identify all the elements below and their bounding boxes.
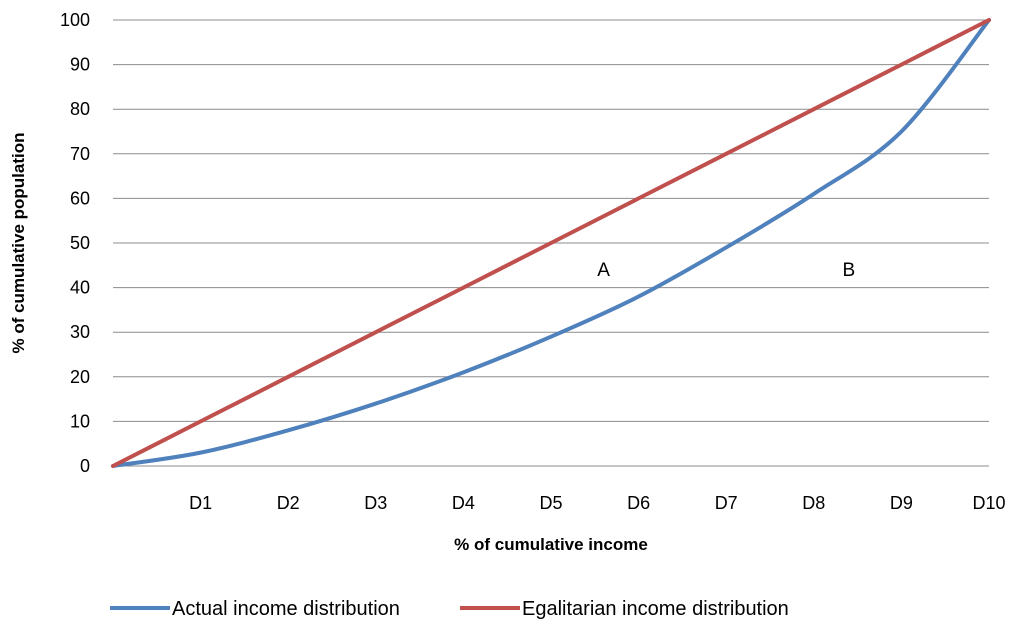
y-axis-title: % of cumulative population — [9, 132, 28, 353]
x-tick-label: D10 — [972, 493, 1005, 513]
x-tick-label: D7 — [715, 493, 738, 513]
x-tick-label: D1 — [189, 493, 212, 513]
x-tick-label: D4 — [452, 493, 475, 513]
x-axis-ticks: D1 D2 D3 D4 D5 D6 D7 D8 D9 D10 — [189, 493, 1005, 513]
y-tick-label: 60 — [70, 188, 90, 208]
series-line-0 — [111, 18, 991, 468]
y-tick-label: 20 — [70, 367, 90, 387]
annotation-label: B — [842, 260, 855, 281]
series-line-1 — [111, 18, 991, 468]
legend: Actual income distribution Egalitarian in… — [110, 598, 789, 620]
x-tick-label: D9 — [890, 493, 913, 513]
y-tick-label: 100 — [60, 10, 90, 30]
x-tick-label: D3 — [364, 493, 387, 513]
y-axis-ticks: 0 10 20 30 40 50 60 70 80 90 100 — [60, 10, 90, 476]
y-tick-label: 80 — [70, 99, 90, 119]
x-tick-label: D5 — [539, 493, 562, 513]
y-tick-label: 90 — [70, 55, 90, 75]
y-tick-label: 10 — [70, 411, 90, 431]
legend-label-0: Actual income distribution — [172, 598, 400, 620]
y-tick-label: 50 — [70, 233, 90, 253]
x-axis-title: % of cumulative income — [454, 535, 648, 554]
y-tick-label: 30 — [70, 322, 90, 342]
y-tick-label: 0 — [80, 456, 90, 476]
gridlines — [113, 19, 989, 422]
legend-label-1: Egalitarian income distribution — [522, 598, 789, 620]
x-tick-label: D8 — [802, 493, 825, 513]
y-tick-label: 40 — [70, 278, 90, 298]
series-lines — [111, 18, 991, 468]
x-tick-label: D6 — [627, 493, 650, 513]
y-tick-label: 70 — [70, 144, 90, 164]
x-tick-label: D2 — [277, 493, 300, 513]
annotation-label: A — [597, 260, 610, 281]
